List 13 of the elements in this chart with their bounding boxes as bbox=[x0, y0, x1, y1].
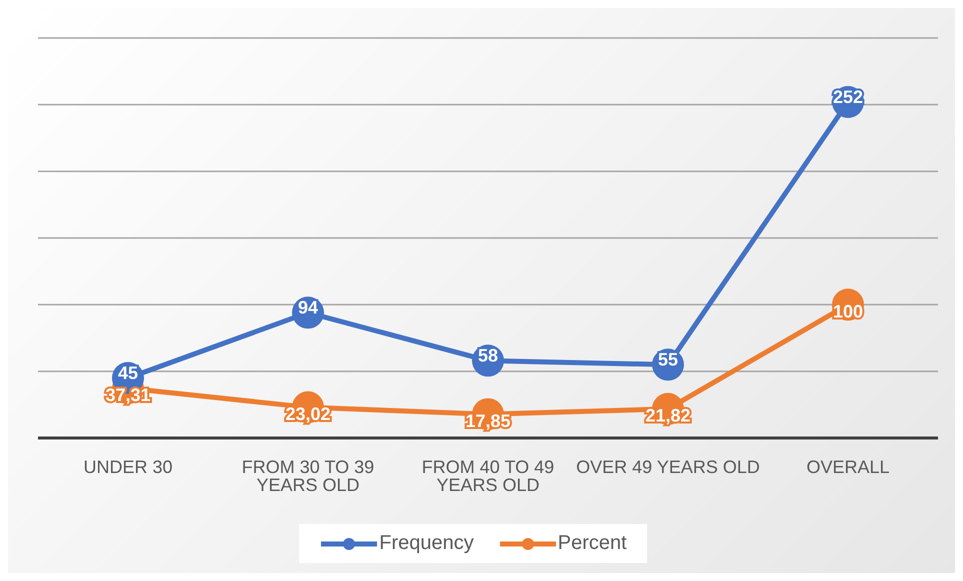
legend-label: Percent bbox=[556, 532, 627, 555]
x-tick-label: FROM 30 TO 39 YEARS OLD bbox=[242, 456, 374, 495]
data-label: 100 bbox=[832, 301, 864, 322]
x-tick-label: OVERALL bbox=[806, 456, 890, 477]
data-label: 58 bbox=[478, 345, 498, 366]
x-tick-label: FROM 40 TO 49 YEARS OLD bbox=[422, 456, 554, 495]
data-label: 45 bbox=[118, 362, 138, 383]
x-tick-label: UNDER 30 bbox=[83, 456, 173, 477]
data-label: 252 bbox=[832, 86, 864, 107]
legend-label: Frequency bbox=[378, 532, 474, 555]
data-label: 55 bbox=[658, 349, 678, 370]
x-tick-label: OVER 49 YEARS OLD bbox=[576, 456, 760, 477]
data-label: 94 bbox=[298, 297, 318, 318]
